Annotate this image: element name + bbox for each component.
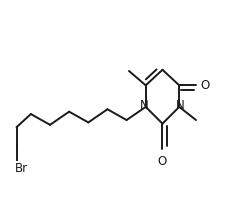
Text: O: O <box>158 155 167 168</box>
Text: N: N <box>176 99 185 112</box>
Text: O: O <box>200 79 210 92</box>
Text: Br: Br <box>15 162 29 175</box>
Text: N: N <box>140 99 149 112</box>
